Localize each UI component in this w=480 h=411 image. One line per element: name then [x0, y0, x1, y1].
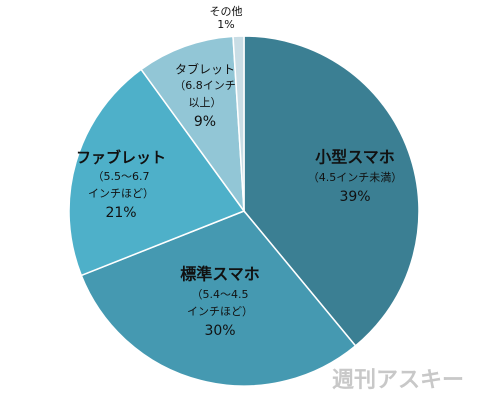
slice-label: 標準スマホ: [180, 265, 260, 284]
value-label: 30%: [204, 323, 235, 339]
slice-label: その他: [210, 5, 243, 18]
slice-label: タブレット: [175, 62, 235, 77]
slice-note: （5.5～6.7: [93, 170, 150, 183]
value-label: 39%: [339, 189, 370, 205]
pie-slice: [68, 68, 246, 277]
slice-label: ファブレット: [76, 149, 166, 167]
slice-note: 以上）: [189, 96, 222, 109]
pie-slice: [232, 35, 245, 212]
value-label: 9%: [194, 114, 216, 130]
pie-slice: [80, 210, 357, 387]
slice-label: 小型スマホ: [315, 148, 395, 167]
value-label: 21%: [105, 205, 136, 221]
slice-note: （6.8インチ: [174, 79, 236, 92]
watermark: 週刊アスキー: [332, 368, 464, 393]
slice-note: （4.5インチ未満）: [308, 171, 403, 184]
slice-note: （5.4～4.5: [192, 288, 249, 301]
pie-slice: [140, 35, 245, 214]
pie-slice: [243, 35, 420, 347]
value-label: 1%: [217, 18, 234, 31]
slice-note: インチほど）: [187, 305, 253, 318]
slice-note: インチほど）: [88, 187, 154, 200]
